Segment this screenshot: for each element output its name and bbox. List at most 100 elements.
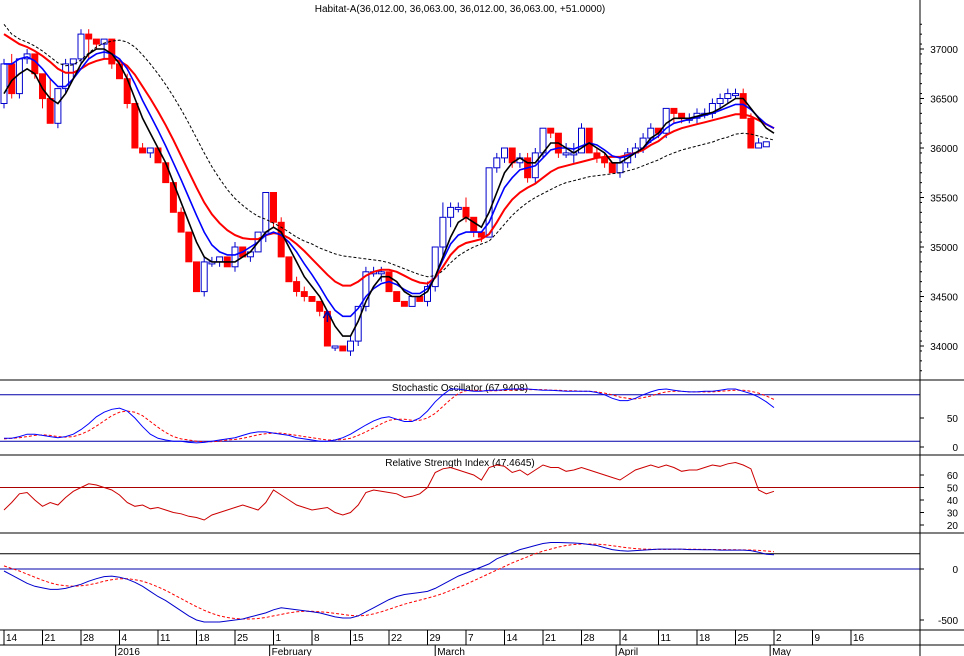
- candle-body: [85, 33, 93, 40]
- rsi-axis-tick-label: 30: [947, 509, 959, 520]
- x-axis-tick-label: 21: [545, 633, 557, 644]
- rsi-axis-tick-label: 50: [947, 484, 959, 495]
- candle-body: [462, 206, 470, 218]
- candle-body: [454, 206, 462, 210]
- candle-body: [77, 33, 85, 60]
- month-label: May: [772, 647, 791, 656]
- x-axis-tick-label: 21: [45, 633, 57, 644]
- candle-body: [678, 112, 686, 119]
- x-axis-tick-label: 25: [237, 633, 249, 644]
- candle-body: [39, 73, 46, 100]
- candle-body: [608, 162, 616, 174]
- x-axis-tick-label: 9: [815, 633, 821, 644]
- month-label: February: [272, 647, 312, 656]
- envelope-line: [3, 23, 775, 278]
- x-axis-tick-label: 16: [853, 633, 865, 644]
- x-axis-tick-label: 28: [584, 633, 596, 644]
- candle-body: [716, 98, 724, 104]
- candle-body: [331, 345, 339, 349]
- price-axis-tick-label: 35000: [930, 243, 958, 254]
- candle-body: [308, 296, 316, 302]
- x-axis-tick-label: 8: [314, 633, 320, 644]
- candle-body: [316, 300, 324, 312]
- candle-body: [585, 127, 593, 154]
- x-axis-tick-label: 14: [6, 633, 18, 644]
- x-axis-tick-label: 4: [122, 633, 128, 644]
- rsi-axis-tick-label: 20: [947, 521, 959, 532]
- candle-body: [724, 93, 732, 99]
- month-label: March: [437, 647, 465, 656]
- candle-body: [262, 192, 270, 233]
- x-axis-tick-label: 2: [776, 633, 782, 644]
- buy-signal-arrow: [322, 309, 333, 322]
- x-axis-tick-label: 18: [199, 633, 211, 644]
- candle-body: [270, 192, 277, 223]
- x-axis-tick-label: 15: [353, 633, 365, 644]
- x-axis-tick-label: 14: [507, 633, 519, 644]
- candle-body: [562, 152, 570, 156]
- month-label: April: [618, 647, 638, 656]
- candle-body: [54, 88, 62, 124]
- price-axis-tick-label: 35500: [930, 194, 958, 205]
- candle-body: [354, 305, 362, 342]
- candle-body: [732, 93, 739, 97]
- stochastic-d-line: [3, 389, 775, 443]
- candle-body: [755, 142, 763, 149]
- x-axis-tick-label: 18: [699, 633, 711, 644]
- rsi-axis-tick-label: 60: [947, 471, 959, 482]
- candle-body: [285, 256, 293, 283]
- candle-body: [162, 162, 170, 184]
- rsi-line: [3, 461, 775, 521]
- candle-body: [69, 58, 77, 65]
- price-axis-tick-label: 36000: [930, 144, 958, 155]
- chart-title: Habitat-A(36,012.00, 36,063.00, 36,012.0…: [315, 4, 606, 15]
- macd-axis-tick-label: -500: [938, 616, 958, 627]
- rsi-label: Relative Strength Index (47.4645): [385, 458, 535, 469]
- candle-body: [485, 167, 493, 238]
- price-axis-tick-label: 37000: [930, 45, 958, 56]
- candle-body: [578, 127, 585, 154]
- x-axis-tick-label: 11: [661, 633, 672, 644]
- candle-body: [146, 147, 154, 154]
- x-axis-tick-label: 28: [83, 633, 95, 644]
- macd-axis-tick-label: 0: [952, 565, 958, 576]
- candle-body: [439, 216, 447, 248]
- price-panel: [0, 23, 775, 356]
- candle-body: [139, 147, 147, 154]
- stochastic-label: Stochastic Oscillator (67.9408): [392, 383, 528, 394]
- candle-body: [231, 246, 239, 268]
- candle-body: [300, 291, 308, 298]
- moving-average-long: [3, 33, 775, 287]
- price-axis-tick-label: 34000: [930, 342, 958, 353]
- stochastic-panel: Stochastic Oscillator (67.9408): [0, 383, 920, 444]
- candle-body: [0, 63, 8, 104]
- candle-body: [447, 206, 455, 218]
- candle-body: [400, 300, 408, 307]
- candle-body: [601, 157, 609, 164]
- candle-body: [92, 38, 100, 45]
- candle-body: [200, 261, 208, 293]
- candle-body: [62, 63, 70, 90]
- macd-panel: [0, 542, 920, 623]
- rsi-panel: Relative Strength Index (47.4645): [0, 458, 920, 521]
- candle-body: [131, 103, 139, 149]
- candle-body: [493, 157, 501, 169]
- x-axis-tick-label: 22: [391, 633, 403, 644]
- x-axis-tick-label: 25: [738, 633, 750, 644]
- stochastic-k-line: [4, 388, 775, 444]
- macd-line: [3, 542, 775, 623]
- macd-signal-line: [3, 543, 775, 620]
- x-axis-tick-label: 1: [276, 633, 282, 644]
- x-axis-tick-label: 4: [622, 633, 628, 644]
- candle-body: [616, 162, 624, 174]
- x-axis-tick-label: 29: [430, 633, 442, 644]
- candle-body: [408, 296, 416, 307]
- month-label: 2016: [118, 647, 141, 656]
- candle-body: [470, 216, 478, 233]
- candle-body: [377, 271, 385, 275]
- stoch-axis-tick-label: 0: [952, 443, 958, 454]
- candle-body: [393, 291, 401, 303]
- candle-body: [747, 117, 755, 149]
